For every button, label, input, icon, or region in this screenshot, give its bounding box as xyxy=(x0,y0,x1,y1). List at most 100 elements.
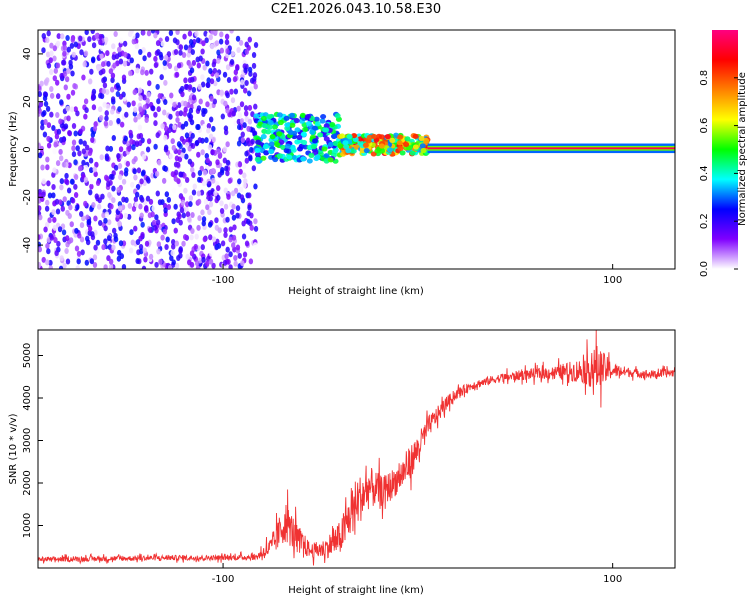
spectrogram-cell xyxy=(231,242,236,249)
spectrogram-cell xyxy=(339,133,346,139)
spectrogram-cell xyxy=(251,165,257,172)
spectrogram-cell xyxy=(185,201,190,208)
spectrogram-cell xyxy=(92,166,97,173)
spectrogram-cell xyxy=(69,178,75,185)
spectrogram-cell xyxy=(101,212,106,219)
spectrogram-cell xyxy=(156,248,161,255)
spectrogram-cell xyxy=(75,145,80,152)
spectrogram-cell xyxy=(196,224,201,231)
spectrogram-cell xyxy=(306,158,313,164)
spectrogram-cell xyxy=(103,225,108,232)
spectrogram-cell xyxy=(138,203,143,210)
spectrogram-cell xyxy=(237,124,242,131)
spectrogram-cell xyxy=(83,164,89,171)
spectrogram-cell xyxy=(378,143,385,149)
spectrogram-cell xyxy=(39,80,44,87)
spectrogram-cell xyxy=(148,253,154,260)
spectrogram-cell xyxy=(61,161,67,168)
spectrogram-cell xyxy=(44,205,50,212)
spectrogram-cell xyxy=(41,191,46,198)
spectrogram-cell xyxy=(83,113,88,120)
spectrogram-cell xyxy=(52,167,57,174)
spectrogram-cell xyxy=(404,136,411,142)
spectrogram-cell xyxy=(47,192,53,199)
spectrogram-cell xyxy=(299,112,306,119)
spectrogram-cell xyxy=(90,94,96,101)
spectrogram-cell xyxy=(252,72,258,79)
spectrogram-cell xyxy=(222,146,228,153)
spectrogram-cell xyxy=(91,104,97,111)
spectrogram-cell xyxy=(117,106,122,113)
spectrogram-cell xyxy=(71,151,77,158)
spectrogram-cell xyxy=(225,246,230,253)
spectrogram-cell xyxy=(99,53,104,60)
spectrogram-cell xyxy=(251,62,257,69)
spectrogram-cell xyxy=(254,156,261,162)
spectrogram-cell xyxy=(168,153,174,160)
spectrogram-cell xyxy=(146,138,152,145)
spectrogram-cell xyxy=(217,227,222,234)
spectrogram-cell xyxy=(131,144,136,151)
snr-y-tick-label: 3000 xyxy=(22,428,33,453)
spectrogram-cell xyxy=(141,47,146,54)
spectrogram-cell xyxy=(323,123,330,129)
spectrogram-cell xyxy=(45,51,51,58)
spectrogram-cell xyxy=(202,169,208,176)
spectrogram-cell xyxy=(229,58,235,65)
spectrogram-cell xyxy=(69,221,74,228)
spectrogram-cell xyxy=(98,33,103,40)
spectrogram-cell xyxy=(146,91,151,98)
spectrogram-cell xyxy=(164,191,170,198)
spectrogram-cell xyxy=(266,114,273,120)
spectrogram-cell xyxy=(237,112,242,119)
spectrogram-cell xyxy=(211,262,216,269)
spectrogram-cell xyxy=(225,64,231,71)
spectrogram-cell xyxy=(139,212,144,219)
spectrogram-cell xyxy=(176,254,181,261)
spectrogram-cell xyxy=(251,51,257,58)
spectrogram-cell xyxy=(143,256,148,263)
spectrogram-cell xyxy=(38,91,43,98)
spectrogram-cell xyxy=(152,224,158,231)
spectrogram-cell xyxy=(131,33,136,40)
spectrogram-cell xyxy=(239,194,245,201)
spectrogram-cell xyxy=(76,258,81,265)
snr-x-ticks: -100 100 xyxy=(212,563,622,585)
spectrogram-cell xyxy=(38,101,44,108)
spectrogram-cell xyxy=(156,106,161,113)
spectrogram-cell xyxy=(45,199,50,206)
spectrogram-cell xyxy=(59,178,65,185)
spectrogram-cell xyxy=(231,203,236,210)
spectrogram-cell xyxy=(141,265,147,269)
spectrogram-cell xyxy=(67,162,72,169)
spectrogram-cell xyxy=(38,261,42,268)
spectrogram-cell xyxy=(131,100,136,107)
snr-frame xyxy=(37,329,676,569)
spectrogram-cell xyxy=(92,254,98,261)
figure-title: C2E1.2026.043.10.58.E30 xyxy=(271,2,441,17)
spectrogram-cell xyxy=(110,72,116,79)
spectrogram-cell xyxy=(253,103,258,110)
spectrogram-cell xyxy=(323,136,330,142)
spectrogram-cell xyxy=(66,46,71,53)
spectrogram-cell xyxy=(219,47,225,54)
spectrogram-cell xyxy=(176,141,182,148)
spectrogram-cell xyxy=(45,156,50,163)
colorbar-tick-label: 0.0 xyxy=(699,261,710,277)
spectrogram-cell xyxy=(89,68,94,75)
spectrogram-cell xyxy=(62,70,68,77)
spectrogram-cell xyxy=(237,178,242,185)
spectrogram-cell xyxy=(302,126,309,133)
spectrogram-cell xyxy=(195,124,200,131)
spectrogram-cell xyxy=(137,124,143,131)
spectrogram-cell xyxy=(244,240,250,247)
spectrogram-cell xyxy=(140,69,145,76)
spectrogram-cell xyxy=(247,104,253,111)
spectrogram-cell xyxy=(117,46,122,53)
spectrogram-cell xyxy=(110,174,115,181)
spectrogram-cell xyxy=(159,74,164,81)
spectrogram-cell xyxy=(62,44,68,51)
spectrogram-cell xyxy=(83,98,89,105)
spectrogram-cell xyxy=(75,110,80,117)
spectrogram-cell xyxy=(223,203,229,210)
